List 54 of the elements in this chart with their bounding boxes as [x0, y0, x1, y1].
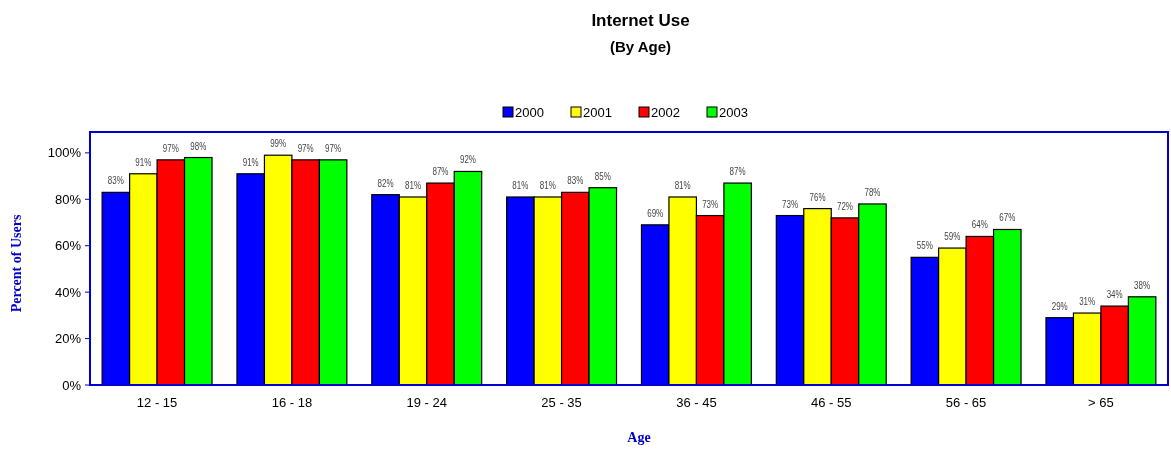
data-label: 34%: [1106, 289, 1123, 301]
data-label: 85%: [594, 170, 611, 182]
data-label: 67%: [999, 212, 1016, 224]
data-label: 87%: [432, 166, 449, 178]
x-tick-label: 36 - 45: [676, 395, 717, 410]
data-label: 64%: [971, 219, 988, 231]
y-axis-title: Percent of Users: [9, 214, 24, 313]
x-tick-label: 16 - 18: [271, 395, 313, 410]
data-label: 83%: [107, 175, 124, 187]
data-label: 98%: [190, 140, 207, 152]
data-label: 81%: [674, 180, 691, 192]
x-tick-label: 12 - 15: [136, 395, 178, 410]
data-label: 59%: [944, 231, 961, 243]
y-tick-label: 80%: [54, 191, 82, 207]
x-tick-label: 46 - 55: [811, 395, 852, 410]
chart-title: Internet Use: [591, 11, 690, 30]
y-tick-label: 100%: [47, 145, 82, 161]
data-label: 69%: [647, 208, 664, 220]
data-label: 87%: [729, 166, 746, 178]
data-label: 97%: [162, 143, 179, 155]
legend-label: 2002: [651, 105, 680, 120]
data-label: 55%: [916, 240, 933, 252]
x-tick-label: 56 - 65: [945, 395, 987, 410]
data-label: 81%: [539, 180, 556, 192]
data-label: 78%: [864, 187, 881, 199]
x-tick-label: > 65: [1088, 395, 1114, 410]
data-label: 72%: [836, 201, 853, 213]
data-label: 91%: [135, 156, 152, 168]
x-tick-label: 25 - 35: [541, 395, 582, 410]
data-label: 81%: [512, 180, 529, 192]
legend-label: 2003: [719, 105, 748, 120]
data-label: 31%: [1079, 296, 1096, 308]
data-label: 91%: [242, 156, 259, 168]
data-label: 99%: [270, 138, 287, 150]
y-tick-label: 0%: [62, 377, 82, 393]
data-label: 97%: [325, 143, 342, 155]
legend-label: 2001: [583, 105, 612, 120]
data-label: 73%: [782, 198, 799, 210]
data-label: 29%: [1051, 300, 1068, 312]
chart-subtitle: (By Age): [609, 38, 672, 55]
legend-label: 2000: [515, 105, 544, 120]
y-tick-label: 60%: [54, 238, 82, 254]
data-label: 38%: [1134, 279, 1151, 292]
data-label: 76%: [809, 191, 826, 203]
data-label: 83%: [567, 175, 584, 187]
x-tick-label: 19 - 24: [406, 395, 447, 410]
data-label: 73%: [702, 198, 719, 210]
y-tick-label: 40%: [54, 284, 82, 300]
data-label: 81%: [405, 180, 422, 192]
y-tick-label: 20%: [54, 331, 82, 347]
data-label: 97%: [297, 143, 314, 155]
data-label: 92%: [459, 154, 476, 166]
data-label: 82%: [377, 177, 394, 189]
x-axis-title: Age: [627, 430, 651, 445]
